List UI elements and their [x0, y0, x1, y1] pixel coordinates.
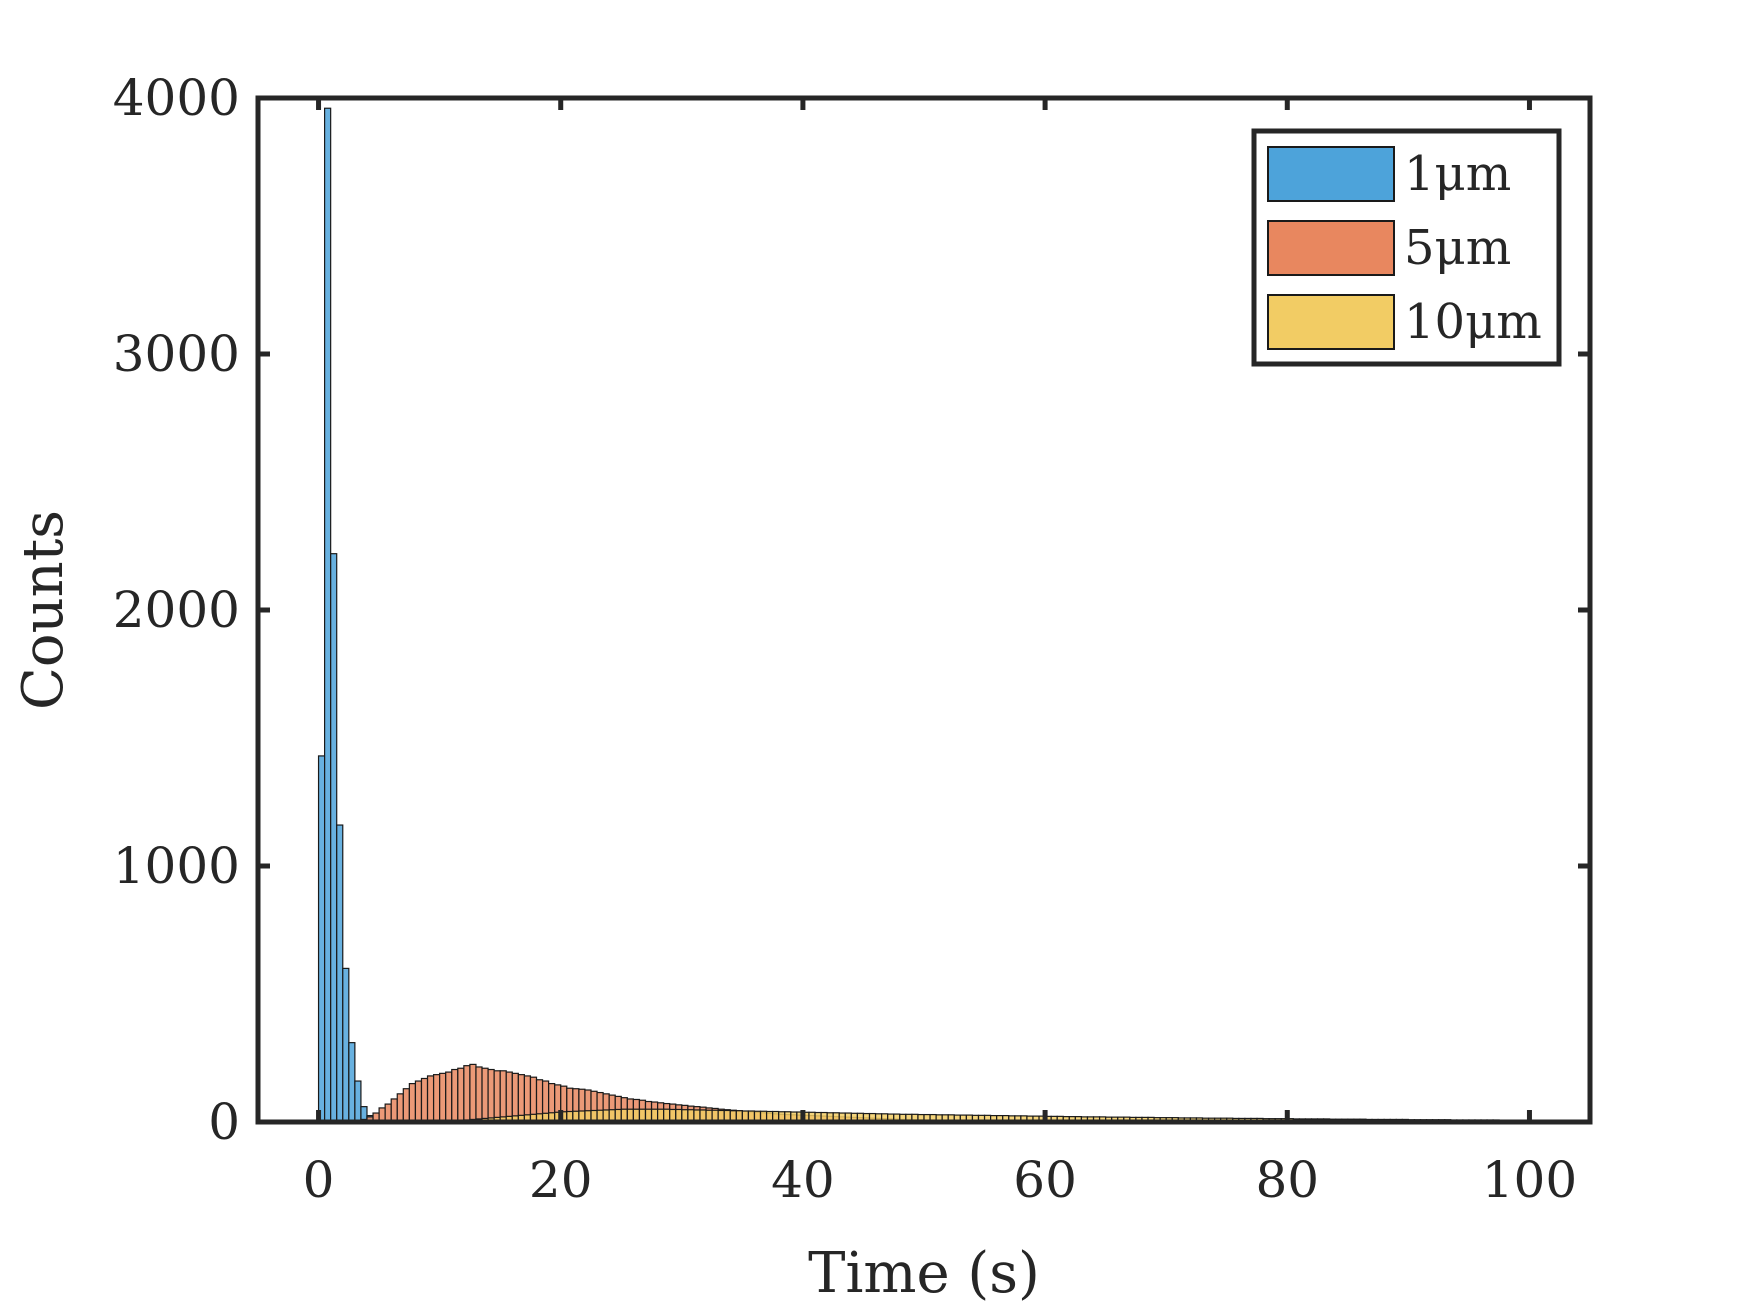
bar — [390, 1098, 398, 1123]
x-tick-label: 60 — [1013, 1151, 1077, 1209]
bar — [414, 1080, 423, 1123]
x-tick-label: 20 — [529, 1151, 593, 1209]
bar — [499, 1070, 507, 1123]
legend-swatch — [1267, 146, 1395, 202]
y-tick-label: 2000 — [113, 581, 240, 639]
x-axis-title: Time (s) — [808, 1241, 1040, 1306]
bar — [396, 1093, 404, 1123]
bar — [487, 1068, 495, 1123]
bar — [511, 1072, 519, 1123]
bar — [348, 1042, 356, 1123]
legend-swatch — [1267, 220, 1395, 276]
bar — [457, 1067, 465, 1123]
legend: 1μm 5μm 10μm — [1251, 128, 1562, 367]
y-tick-label: 4000 — [113, 69, 240, 127]
y-axis-title: Counts — [11, 510, 76, 710]
bar — [481, 1067, 489, 1123]
bar — [439, 1072, 447, 1123]
bar — [384, 1103, 392, 1123]
bar — [505, 1071, 513, 1123]
bar — [475, 1066, 483, 1123]
bar — [342, 967, 350, 1123]
bar — [354, 1080, 362, 1123]
x-tick-label: 80 — [1255, 1151, 1319, 1209]
x-tick-label: 100 — [1482, 1151, 1577, 1209]
legend-label: 10μm — [1404, 294, 1542, 350]
x-tick-label: 40 — [771, 1151, 835, 1209]
y-tick-label: 0 — [208, 1093, 240, 1151]
legend-label: 1μm — [1404, 146, 1511, 202]
x-tick-label: 0 — [303, 1151, 335, 1209]
legend-label: 5μm — [1404, 220, 1511, 276]
bar — [469, 1063, 477, 1123]
bar — [317, 755, 326, 1123]
bar — [336, 824, 344, 1123]
bar — [420, 1077, 429, 1123]
bar — [402, 1088, 410, 1123]
bar — [445, 1071, 453, 1123]
bar — [463, 1065, 471, 1123]
y-tick-label: 3000 — [113, 325, 240, 383]
bar — [330, 553, 338, 1123]
legend-swatch — [1267, 294, 1395, 350]
bar — [426, 1075, 435, 1123]
bar — [493, 1070, 501, 1123]
bar — [451, 1068, 459, 1123]
bar — [432, 1074, 441, 1123]
bar — [408, 1082, 417, 1123]
y-tick-label: 1000 — [113, 837, 240, 895]
bar — [324, 107, 332, 1123]
